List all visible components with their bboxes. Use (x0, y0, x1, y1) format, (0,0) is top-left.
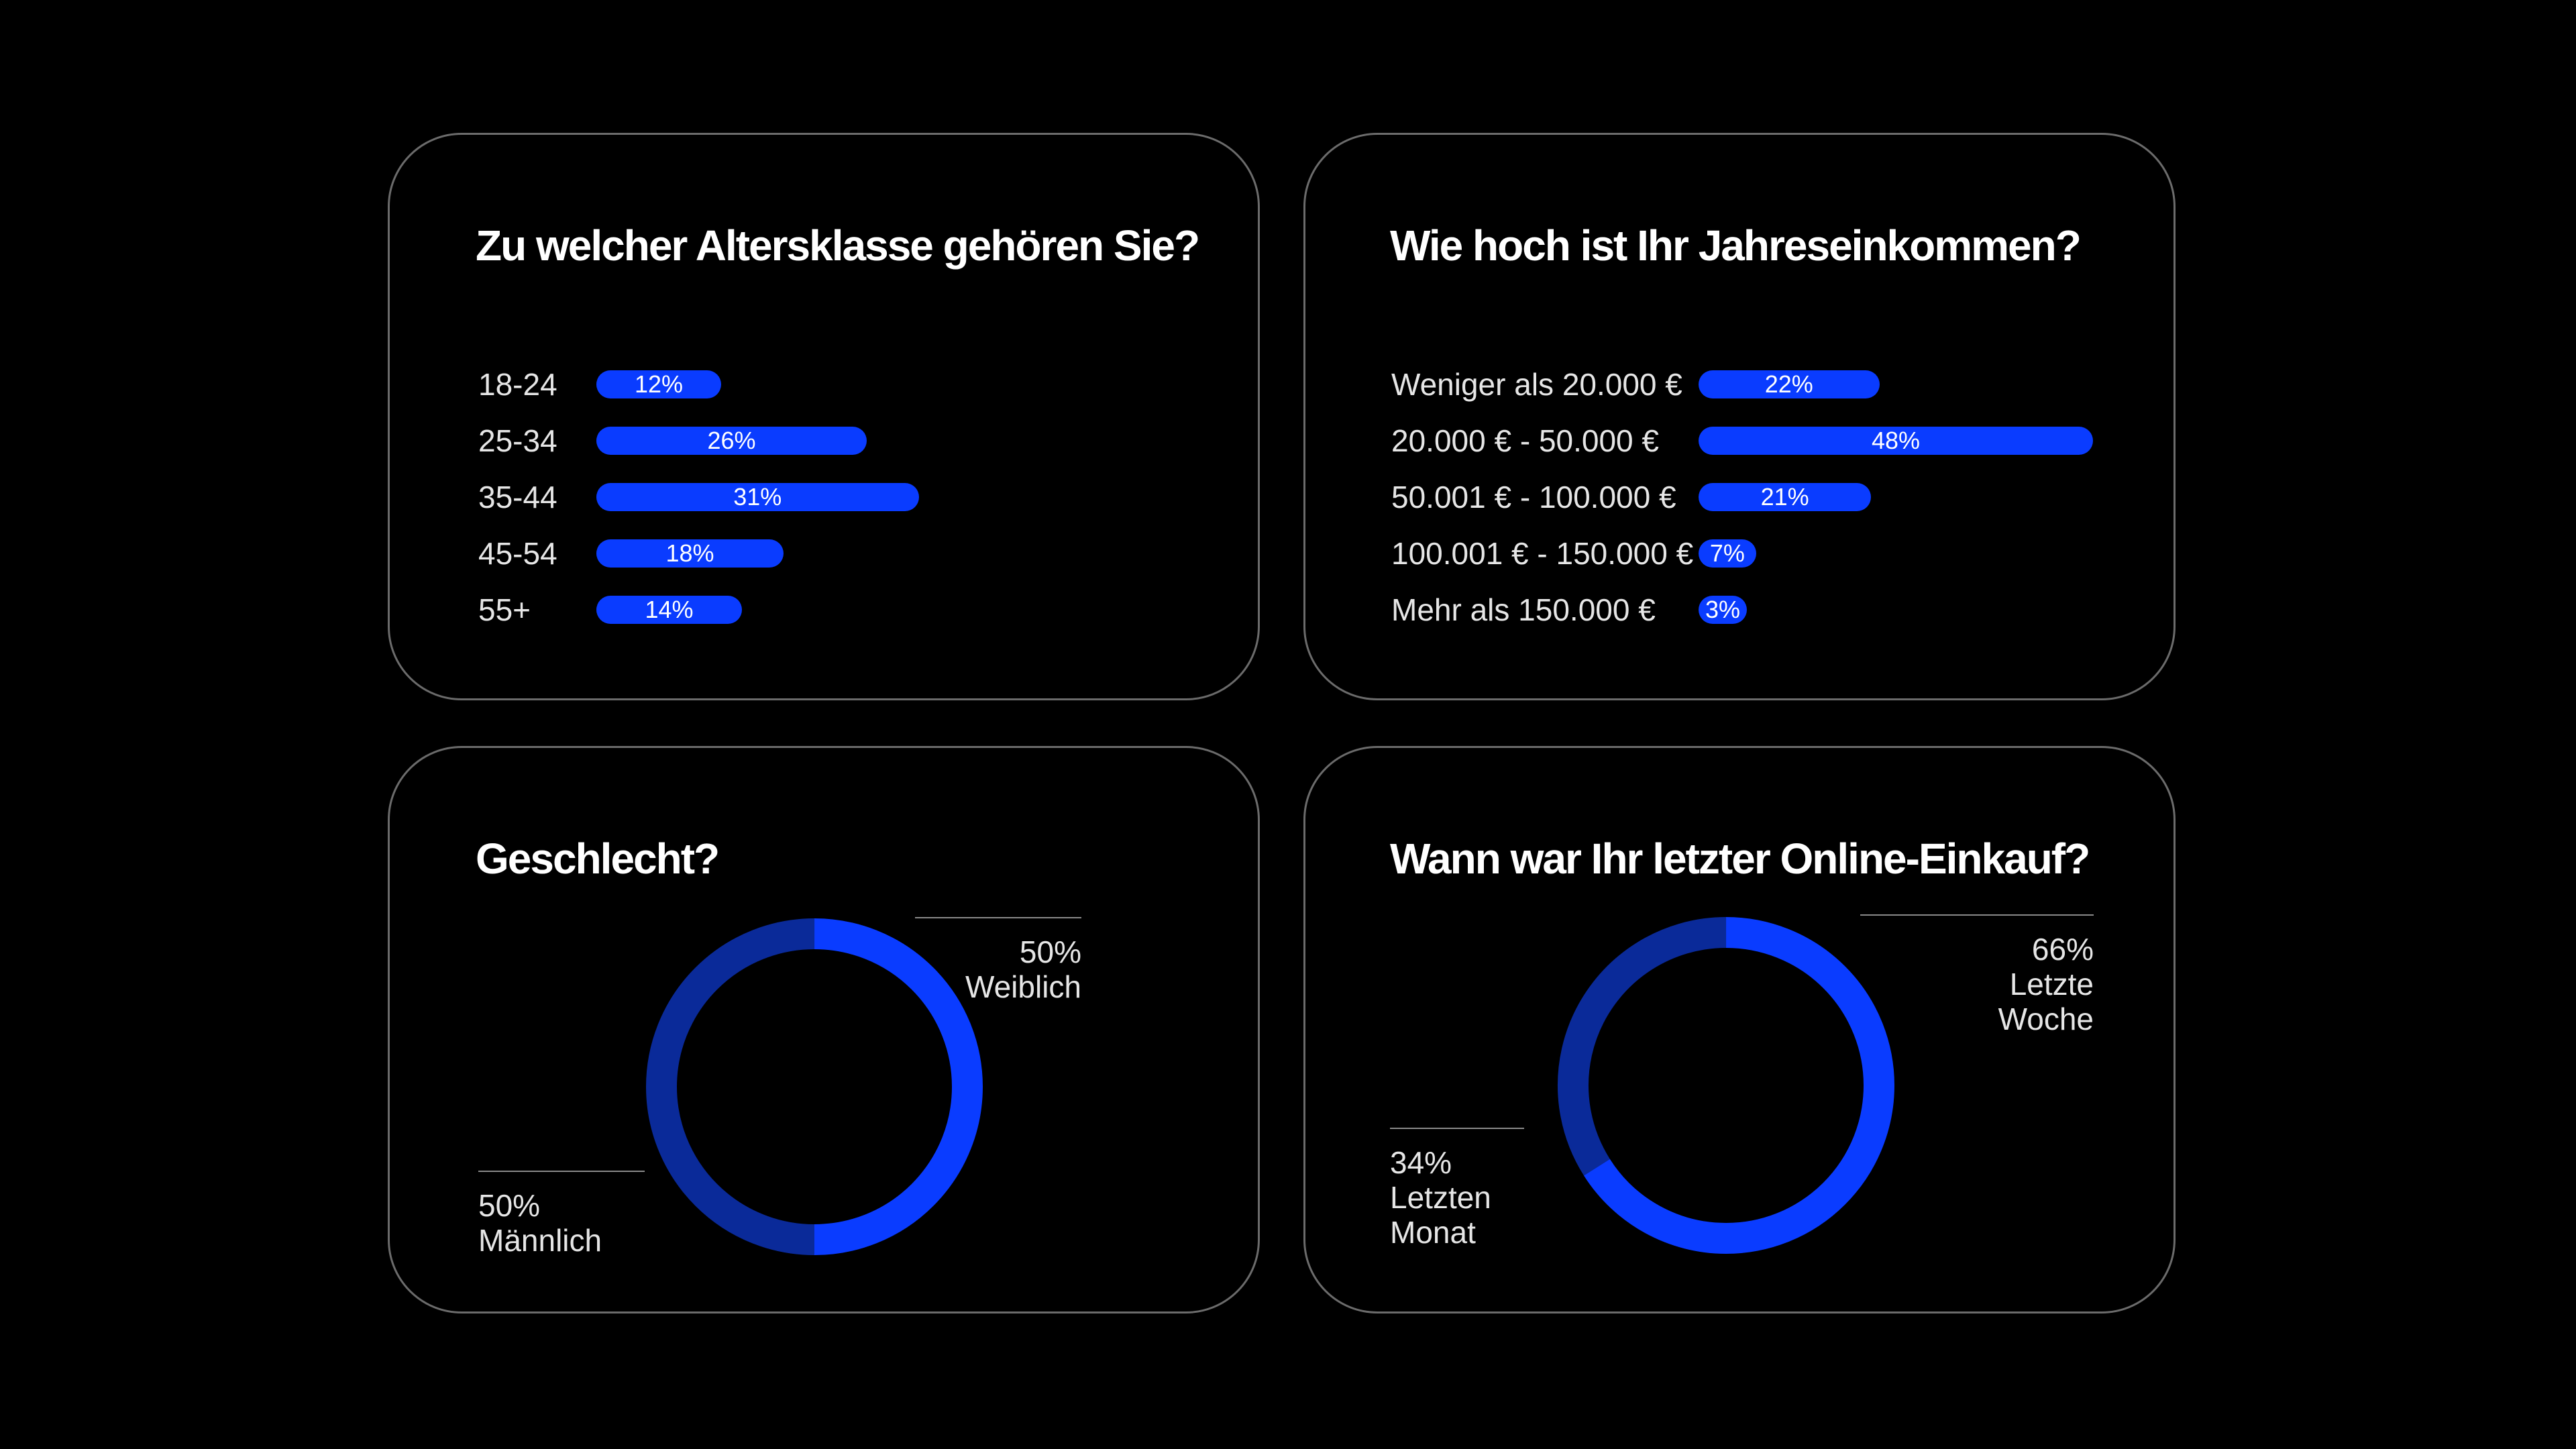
age-category-label: 55+ (478, 592, 531, 627)
purchase-monat-leader (1390, 1128, 1524, 1129)
age-bar: 12% (596, 370, 721, 398)
purchase-woche-leader (1860, 914, 2094, 916)
age-chart-title: Zu welcher Altersklasse gehören Sie? (476, 221, 1200, 270)
age-category-label: 18-24 (478, 367, 557, 402)
income-category-label: 50.001 € - 100.000 € (1391, 480, 1676, 515)
purchase-woche-line1: Letzte (2009, 967, 2094, 1002)
age-category-label: 35-44 (478, 480, 557, 515)
income-card: Wie hoch ist Ihr Jahreseinkommen? Wenige… (1303, 133, 2176, 700)
income-bar: 48% (1699, 427, 2093, 455)
income-category-label: Mehr als 150.000 € (1391, 592, 1656, 627)
purchase-woche-label: 66% Letzte Woche (1892, 932, 2094, 1036)
income-bar: 21% (1699, 483, 1872, 511)
age-bar: 18% (596, 539, 784, 568)
gender-chart-title: Geschlecht? (476, 835, 720, 883)
gender-maennlich-name: Männlich (478, 1223, 602, 1258)
income-bar-row: Weniger als 20.000 € 22% (1391, 356, 2196, 413)
age-bar: 14% (596, 596, 742, 624)
purchase-monat-line1: Letzten (1390, 1180, 1491, 1215)
gender-donut-slice (646, 918, 983, 1255)
gender-weiblich-value: 50% (1019, 934, 1081, 969)
purchase-woche-value: 66% (2031, 932, 2094, 967)
income-bar-row: 20.000 € - 50.000 € 48% (1391, 413, 2196, 469)
income-bar: 3% (1699, 596, 1747, 624)
gender-weiblich-leader (915, 917, 1081, 918)
age-bar-row: 55+ 14% (478, 582, 1283, 638)
income-category-label: 100.001 € - 150.000 € (1391, 536, 1694, 571)
gender-donut-chart (646, 918, 983, 1255)
gender-card: Geschlecht? 50% Weiblich 50% Männlich (388, 746, 1260, 1313)
income-category-label: 20.000 € - 50.000 € (1391, 423, 1659, 458)
age-bar: 26% (596, 427, 867, 455)
age-bar-row: 35-44 31% (478, 469, 1283, 525)
age-bar: 31% (596, 483, 919, 511)
income-chart-title: Wie hoch ist Ihr Jahreseinkommen? (1390, 221, 2082, 270)
purchase-monat-label: 34% Letzten Monat (1390, 1145, 1591, 1250)
income-bar: 7% (1699, 539, 1756, 568)
purchase-woche-line2: Woche (1998, 1002, 2094, 1036)
age-bar-row: 25-34 26% (478, 413, 1283, 469)
age-category-label: 25-34 (478, 423, 557, 458)
age-card: Zu welcher Altersklasse gehören Sie? 18-… (388, 133, 1260, 700)
income-bar: 22% (1699, 370, 1880, 398)
purchase-monat-value: 34% (1390, 1145, 1452, 1180)
age-bar-row: 45-54 18% (478, 525, 1283, 582)
gender-maennlich-leader (478, 1171, 645, 1172)
purchase-donut-chart (1558, 917, 1894, 1254)
gender-weiblich-name: Weiblich (965, 969, 1081, 1004)
income-category-label: Weniger als 20.000 € (1391, 367, 1682, 402)
purchase-card: Wann war Ihr letzter Online-Einkauf? 66%… (1303, 746, 2176, 1313)
purchase-donut-slice (1558, 917, 1894, 1254)
purchase-chart-title: Wann war Ihr letzter Online-Einkauf? (1390, 835, 2090, 883)
age-category-label: 45-54 (478, 536, 557, 571)
gender-weiblich-label: 50% Weiblich (915, 934, 1081, 1004)
age-bar-row: 18-24 12% (478, 356, 1283, 413)
gender-maennlich-value: 50% (478, 1188, 541, 1223)
gender-maennlich-label: 50% Männlich (478, 1188, 680, 1258)
income-bar-row: Mehr als 150.000 € 3% (1391, 582, 2196, 638)
income-bar-row: 100.001 € - 150.000 €7% (1391, 525, 2196, 582)
income-bar-row: 50.001 € - 100.000 € 21% (1391, 469, 2196, 525)
purchase-monat-line2: Monat (1390, 1215, 1476, 1250)
